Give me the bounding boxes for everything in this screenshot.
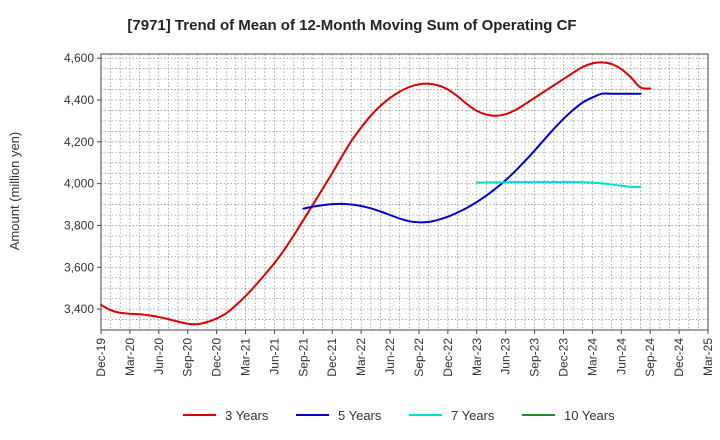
legend: 3 Years 5 Years 7 Years 10 Years (183, 408, 615, 423)
y-tick-label: 4,400 (64, 93, 94, 107)
x-tick-label: Dec-23 (556, 338, 570, 377)
x-tick-label: Mar-24 (585, 338, 599, 376)
grid (101, 54, 708, 330)
legend-label: 5 Years (338, 408, 382, 423)
y-tick-label: 4,200 (64, 135, 94, 149)
plot-border (100, 53, 709, 331)
y-tick-label: 3,800 (64, 218, 94, 232)
x-tick-label: Dec-22 (441, 338, 455, 377)
legend-label: 3 Years (225, 408, 269, 423)
x-tick-label: Mar-23 (470, 338, 484, 376)
y-tick-label: 3,400 (64, 302, 94, 316)
x-tick-label: Dec-21 (325, 338, 339, 377)
x-tick-label: Mar-22 (354, 338, 368, 376)
x-tick-label: Dec-20 (210, 338, 224, 377)
plot-area (101, 54, 708, 330)
legend-label: 10 Years (564, 408, 615, 423)
x-tick-label: Dec-24 (672, 338, 686, 377)
x-tick-label: Jun-23 (499, 338, 513, 375)
x-tick-label: Mar-20 (123, 338, 137, 376)
y-axis-ticks: 3,400 3,600 3,800 4,000 4,200 4,400 4,600 (64, 51, 101, 316)
series-lines (100, 61, 652, 326)
x-tick-label: Mar-25 (701, 338, 715, 376)
x-tick-label: Jun-24 (614, 338, 628, 375)
x-tick-label: Sep-22 (412, 338, 426, 377)
x-tick-label: Sep-24 (643, 338, 657, 377)
series-line-7-years (475, 180, 642, 188)
y-tick-label: 4,600 (64, 51, 94, 65)
x-tick-label: Dec-19 (94, 338, 108, 377)
y-tick-label: 3,600 (64, 260, 94, 274)
x-tick-label: Jun-20 (152, 338, 166, 375)
legend-label: 7 Years (451, 408, 495, 423)
x-axis-ticks: Dec-19 Mar-20 Jun-20 Sep-20 Dec-20 Mar-21 Jun-… (94, 330, 715, 377)
chart-title: [7971] Trend of Mean of 12-Month Moving … (127, 17, 576, 34)
x-tick-label: Sep-23 (528, 338, 542, 377)
y-axis-label: Amount (million yen) (7, 132, 22, 251)
x-tick-label: Sep-20 (181, 338, 195, 377)
y-tick-label: 4,000 (64, 177, 94, 191)
y-axis-label-group: Amount (million yen) (7, 132, 22, 251)
x-tick-label: Jun-22 (383, 338, 397, 375)
x-tick-label: Mar-21 (239, 338, 253, 376)
series-line-3-years (100, 61, 652, 326)
series-line-5-years (302, 92, 642, 224)
x-tick-label: Jun-21 (267, 338, 281, 375)
x-tick-label: Sep-21 (296, 338, 310, 377)
